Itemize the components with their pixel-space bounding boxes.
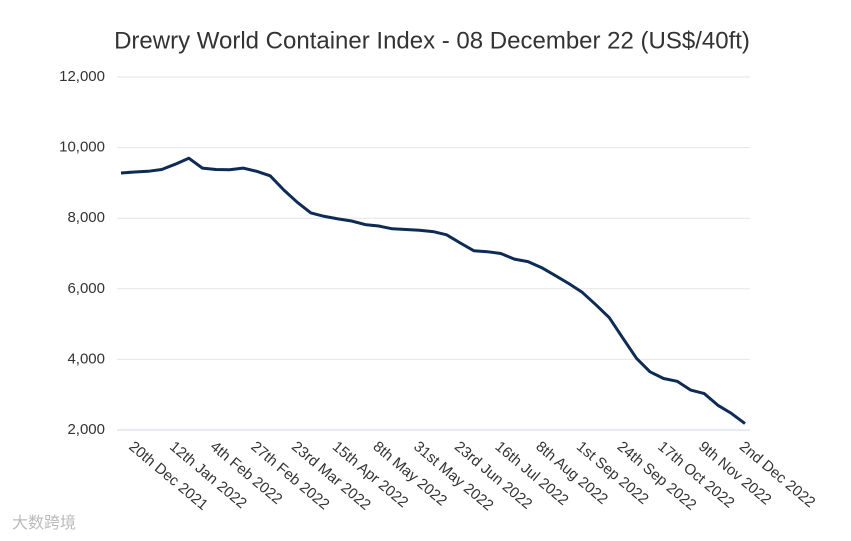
y-tick-label: 6,000	[67, 280, 105, 297]
watermark: 大数跨境	[12, 513, 76, 532]
y-tick-label: 2,000	[67, 421, 105, 438]
y-tick-label: 10,000	[59, 139, 105, 156]
y-tick-label: 4,000	[67, 350, 105, 367]
chart-title: Drewry World Container Index - 08 Decemb…	[114, 27, 750, 54]
y-tick-label: 8,000	[67, 209, 105, 226]
y-tick-label: 12,000	[59, 68, 105, 85]
line	[120, 156, 746, 425]
